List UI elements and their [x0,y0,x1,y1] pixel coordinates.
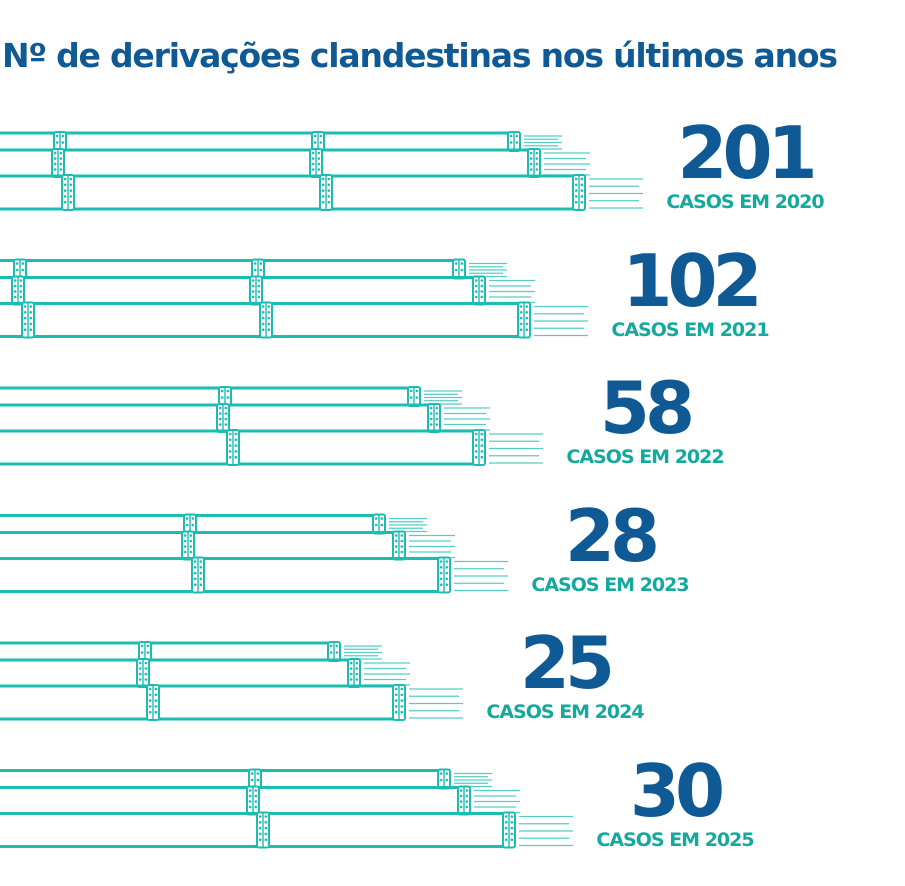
pipe-joint-icon [226,429,240,466]
pipe-joint-icon [256,811,270,849]
pipe-end-icon [472,275,486,306]
speed-lines-icon [474,789,520,814]
speed-lines-icon [519,815,573,847]
bar-label-2023: 28 CASOS EM 2023 [500,500,720,596]
speed-lines-icon [364,662,410,686]
pipe-joint-icon [146,684,160,721]
speed-lines-icon [454,560,508,592]
speed-lines-icon [444,407,490,431]
caption-label: CASOS EM 2020 [666,191,824,213]
pipe-joint-icon [246,785,260,816]
pipe-end-icon [437,556,451,594]
pipe-tier-3 [0,811,573,849]
pipe-joint-icon [259,301,273,339]
pipe-tier-2 [0,658,410,688]
speed-lines-icon [469,262,507,278]
pipe-joint-icon [311,131,325,152]
speed-lines-icon [424,390,462,405]
pipe-end-icon [507,131,521,152]
speed-lines-icon [389,517,427,533]
pipe-tier-1 [0,768,492,790]
pipe-tier-1 [0,386,462,407]
pipe-end-icon [327,641,341,662]
speed-lines-icon [534,305,588,337]
pipe-end-icon [457,785,471,816]
pipe-tier-2 [0,403,490,433]
pipe-stack-2025 [0,768,573,849]
pipe-end-icon [472,429,486,466]
pipe-tier-2 [0,530,455,561]
caption-label: CASOS EM 2023 [531,573,689,596]
pipe-joint-icon [249,275,263,306]
value-label: 58 [599,366,695,450]
pipe-end-icon [427,403,441,433]
speed-lines-icon [409,534,455,559]
speed-lines-icon [589,178,643,209]
value-label: 102 [622,238,762,323]
speed-lines-icon [489,279,535,304]
value-label: 30 [629,748,725,833]
speed-lines-icon [344,645,382,660]
value-label: 28 [564,493,660,578]
pipe-tier-2 [0,148,590,178]
pipe-joint-icon [319,174,333,211]
pipe-end-icon [347,658,361,688]
caption-label: CASOS EM 2021 [611,318,769,341]
pipe-tier-3 [0,684,463,721]
pipe-joint-icon [61,174,75,211]
speed-lines-icon [544,152,590,176]
caption-label: CASOS EM 2025 [596,828,754,851]
pipe-joint-icon [11,275,25,306]
speed-lines-icon [454,772,492,788]
pipe-end-icon [502,811,516,849]
pipe-tier-3 [0,174,643,211]
pipe-tier-2 [0,785,520,816]
pipe-end-icon [392,684,406,721]
pipe-joint-icon [21,301,35,339]
caption-label: CASOS EM 2022 [566,446,724,468]
bar-label-2020: 201 CASOS EM 2020 [635,117,855,213]
pipe-joint-icon [309,148,323,178]
pipe-joint-icon [136,658,150,688]
pipe-end-icon [392,530,406,561]
bar-label-2021: 102 CASOS EM 2021 [580,245,800,341]
pipe-stack-2024 [0,641,463,721]
pipe-end-icon [452,258,466,280]
pipe-joint-icon [181,530,195,561]
value-label: 201 [677,111,817,195]
pipe-joint-icon [51,148,65,178]
bar-label-2025: 30 CASOS EM 2025 [565,755,785,851]
pipe-end-icon [372,513,386,535]
pipe-end-icon [517,301,531,339]
chart-title: Nº de derivações clandestinas nos último… [2,36,838,75]
pipe-end-icon [407,386,421,407]
pipe-stack-2020 [0,131,643,211]
pipe-tier-2 [0,275,535,306]
speed-lines-icon [409,688,463,719]
speed-lines-icon [524,135,562,150]
pipe-tier-3 [0,429,543,466]
pipe-stack-2022 [0,386,543,466]
pipe-stack-2021 [0,258,588,339]
bar-label-2022: 58 CASOS EM 2022 [535,372,755,468]
pipe-joint-icon [191,556,205,594]
pipe-tier-1 [0,513,427,535]
value-label: 25 [519,621,615,705]
pipe-joint-icon [53,131,67,152]
pipe-end-icon [572,174,586,211]
caption-label: CASOS EM 2024 [486,701,644,723]
pipe-end-icon [527,148,541,178]
bar-label-2024: 25 CASOS EM 2024 [455,627,675,723]
pipe-stack-2023 [0,513,508,594]
pipe-tier-3 [0,556,508,594]
pipe-tier-1 [0,641,382,662]
pipe-joint-icon [13,258,27,280]
pipe-joint-icon [216,403,230,433]
pipe-end-icon [437,768,451,790]
pipe-tier-3 [0,301,588,339]
pipe-tier-1 [0,131,562,152]
speed-lines-icon [489,433,543,464]
